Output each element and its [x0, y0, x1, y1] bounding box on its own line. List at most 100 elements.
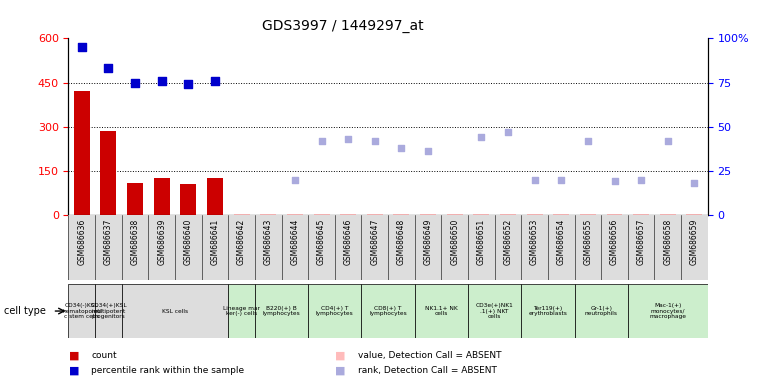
Bar	[660, 214, 676, 215]
Text: KSL cells: KSL cells	[162, 308, 188, 314]
Bar	[314, 214, 330, 215]
Text: CD34(-)KSL
hematopoieti
c stem cells: CD34(-)KSL hematopoieti c stem cells	[62, 303, 101, 319]
Bar	[154, 178, 170, 215]
Bar	[68, 215, 708, 280]
Bar	[500, 214, 516, 215]
Text: B220(+) B
lymphocytes: B220(+) B lymphocytes	[263, 306, 301, 316]
Point	[342, 136, 354, 142]
Point	[688, 180, 700, 186]
Point	[102, 65, 114, 71]
Text: GSM686650: GSM686650	[451, 218, 459, 265]
Text: GSM686646: GSM686646	[344, 218, 352, 265]
Bar	[100, 131, 116, 215]
Text: CD34(+)KSL
multipotent
progenitors: CD34(+)KSL multipotent progenitors	[90, 303, 127, 319]
Text: GSM686640: GSM686640	[184, 218, 193, 265]
Point	[396, 145, 408, 151]
Bar	[580, 214, 596, 215]
Text: GDS3997 / 1449297_at: GDS3997 / 1449297_at	[262, 19, 423, 33]
Text: Mac-1(+)
monocytes/
macrophage: Mac-1(+) monocytes/ macrophage	[649, 303, 686, 319]
Text: GSM686637: GSM686637	[104, 218, 113, 265]
Bar	[607, 214, 622, 215]
Point	[661, 138, 674, 144]
Point	[608, 179, 620, 185]
Text: CD8(+) T
lymphocytes: CD8(+) T lymphocytes	[369, 306, 407, 316]
Text: rank, Detection Call = ABSENT: rank, Detection Call = ABSENT	[358, 366, 496, 375]
Text: ■: ■	[335, 366, 345, 376]
Bar	[393, 214, 409, 215]
Bar	[420, 214, 436, 215]
Text: GSM686648: GSM686648	[397, 218, 406, 265]
Bar	[207, 178, 223, 215]
Bar	[468, 284, 521, 338]
Text: ■: ■	[335, 350, 345, 360]
Text: GSM686652: GSM686652	[504, 218, 512, 265]
Text: Lineage mar
ker(-) cells: Lineage mar ker(-) cells	[223, 306, 260, 316]
Point	[368, 138, 380, 144]
Text: value, Detection Call = ABSENT: value, Detection Call = ABSENT	[358, 351, 501, 360]
Text: GSM686645: GSM686645	[317, 218, 326, 265]
Text: Ter119(+)
erythroblasts: Ter119(+) erythroblasts	[528, 306, 568, 316]
Bar	[575, 284, 628, 338]
Bar	[367, 214, 383, 215]
Bar	[74, 91, 90, 215]
Bar	[68, 284, 95, 338]
Text: ■: ■	[68, 350, 79, 360]
Point	[635, 177, 647, 183]
Text: GSM686658: GSM686658	[664, 218, 672, 265]
Bar	[127, 183, 143, 215]
Text: CD3e(+)NK1
.1(+) NKT
cells: CD3e(+)NK1 .1(+) NKT cells	[476, 303, 514, 319]
Bar	[686, 214, 702, 215]
Text: ■: ■	[68, 366, 79, 376]
Point	[555, 177, 567, 183]
Text: NK1.1+ NK
cells: NK1.1+ NK cells	[425, 306, 458, 316]
Text: GSM686659: GSM686659	[690, 218, 699, 265]
Point	[528, 177, 540, 183]
Bar	[473, 214, 489, 215]
Text: GSM686643: GSM686643	[264, 218, 272, 265]
Text: GSM686639: GSM686639	[158, 218, 166, 265]
Bar	[180, 184, 196, 215]
Point	[422, 148, 434, 154]
Point	[289, 177, 301, 183]
Bar	[340, 214, 356, 215]
Bar	[633, 214, 649, 215]
Bar	[521, 284, 575, 338]
Point	[315, 138, 327, 144]
Point	[475, 134, 487, 141]
Text: GSM686649: GSM686649	[424, 218, 432, 265]
Bar	[553, 214, 569, 215]
Point	[209, 78, 221, 84]
Text: GSM686644: GSM686644	[291, 218, 299, 265]
Bar	[122, 284, 228, 338]
Point	[155, 78, 167, 84]
Bar	[361, 284, 415, 338]
Bar	[260, 214, 276, 215]
Bar	[308, 284, 361, 338]
Point	[502, 129, 514, 135]
Text: cell type: cell type	[4, 306, 46, 316]
Bar	[287, 214, 303, 215]
Bar	[527, 214, 543, 215]
Text: GSM686656: GSM686656	[610, 218, 619, 265]
Text: GSM686655: GSM686655	[584, 218, 592, 265]
Bar	[255, 284, 308, 338]
Text: GSM686651: GSM686651	[477, 218, 486, 265]
Text: Gr-1(+)
neutrophils: Gr-1(+) neutrophils	[584, 306, 618, 316]
Bar	[447, 214, 463, 215]
Bar	[95, 284, 122, 338]
Bar	[628, 284, 708, 338]
Bar	[415, 284, 468, 338]
Text: GSM686638: GSM686638	[131, 218, 139, 265]
Point	[129, 79, 142, 86]
Point	[182, 81, 194, 88]
Text: GSM686653: GSM686653	[530, 218, 539, 265]
Text: percentile rank within the sample: percentile rank within the sample	[91, 366, 244, 375]
Text: CD4(+) T
lymphocytes: CD4(+) T lymphocytes	[316, 306, 354, 316]
Bar	[228, 284, 255, 338]
Text: count: count	[91, 351, 117, 360]
Point	[75, 44, 88, 50]
Text: GSM686647: GSM686647	[371, 218, 379, 265]
Text: GSM686657: GSM686657	[637, 218, 645, 265]
Text: GSM686636: GSM686636	[78, 218, 86, 265]
Text: GSM686654: GSM686654	[557, 218, 565, 265]
